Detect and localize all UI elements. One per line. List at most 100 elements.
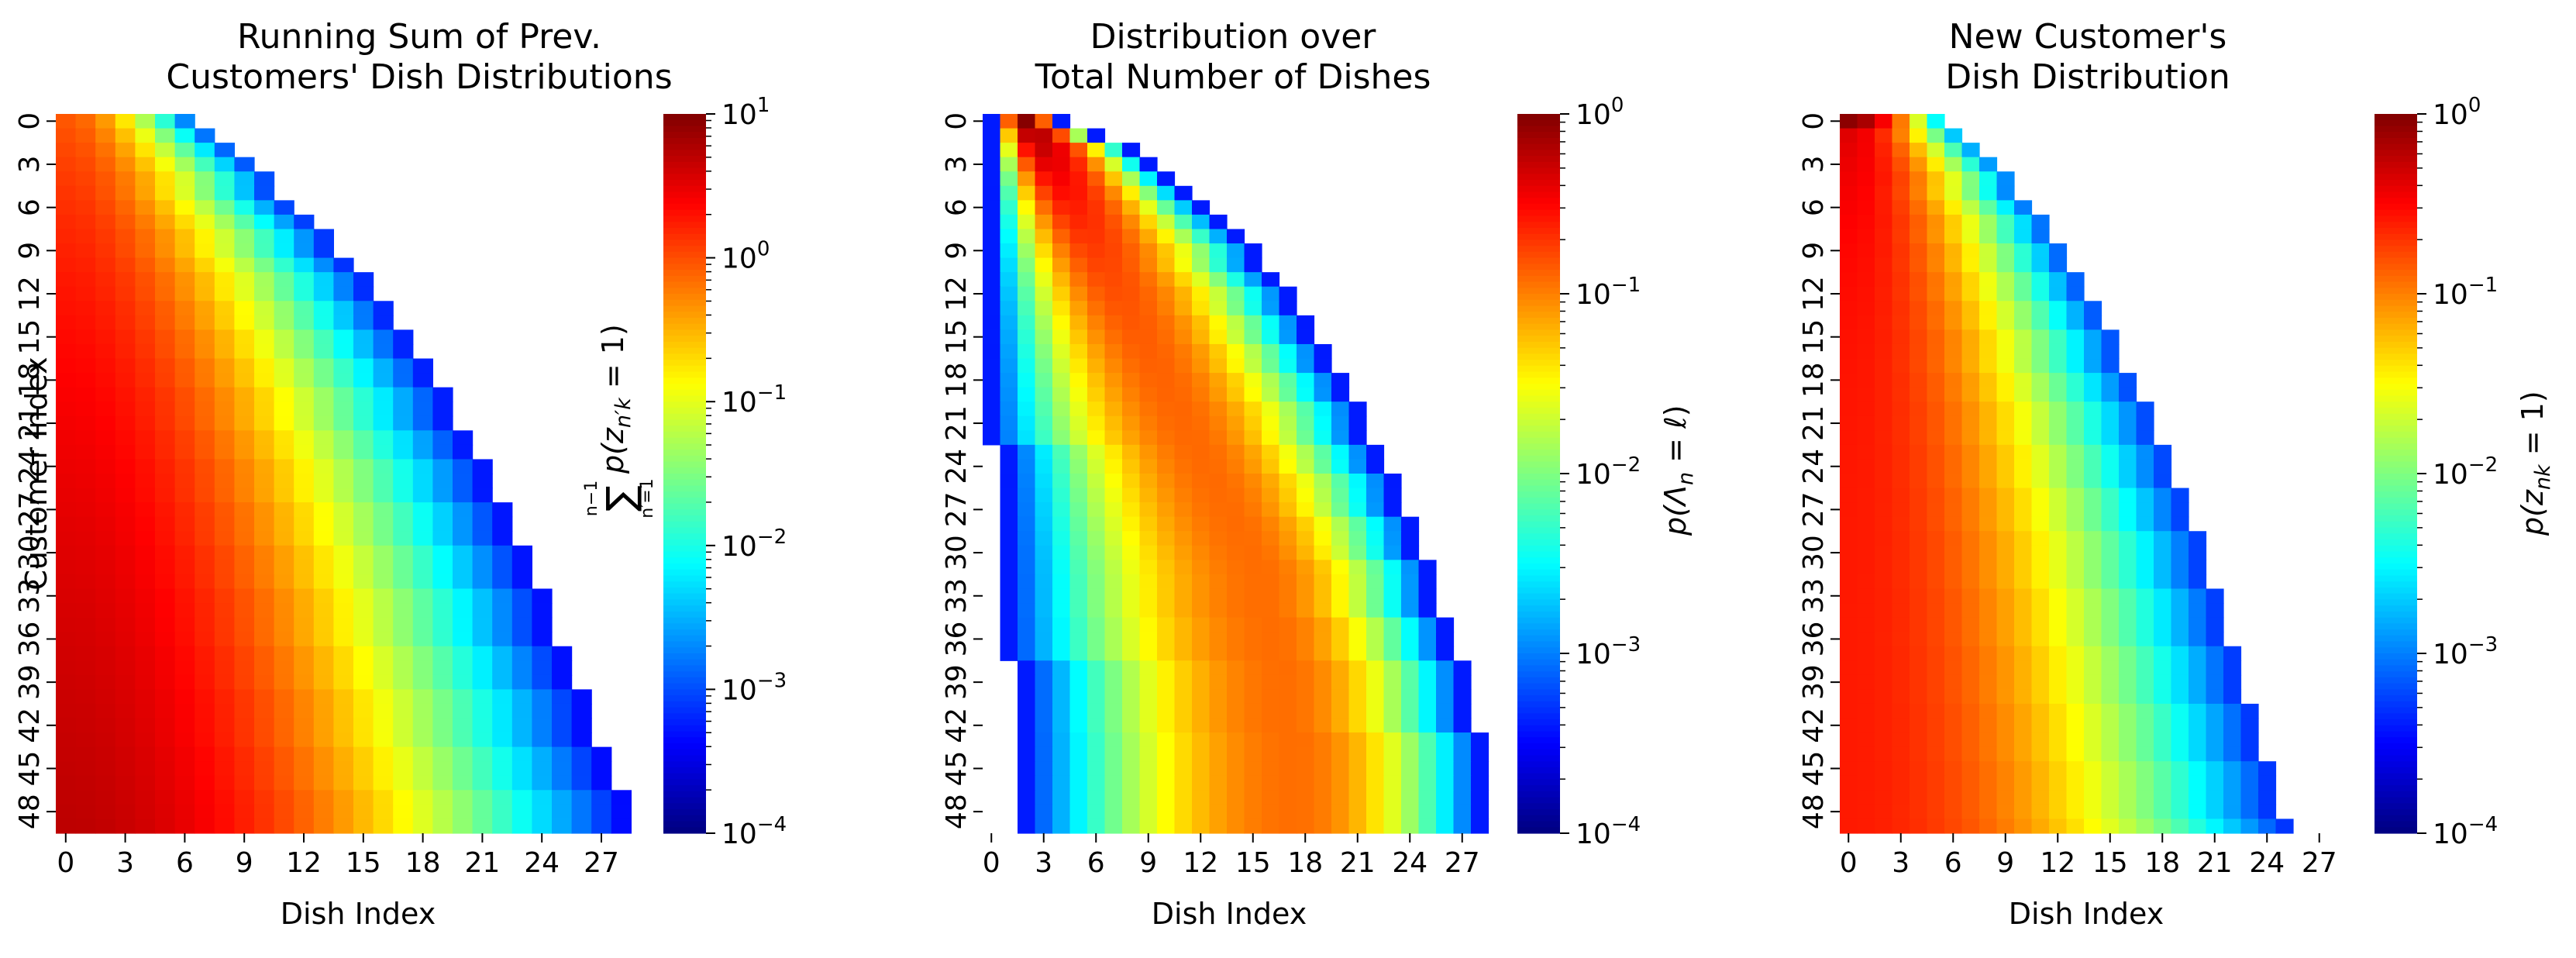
heatmap-cell xyxy=(2014,272,2033,288)
heatmap-cell xyxy=(155,387,176,402)
heatmap-cell xyxy=(1279,315,1297,330)
heatmap-cell xyxy=(1209,603,1228,619)
heatmap-cell xyxy=(1262,286,1280,302)
heatmap-cell xyxy=(1209,775,1228,791)
heatmap-cell xyxy=(313,588,334,604)
heatmap-cell xyxy=(1996,430,2015,446)
heatmap-cell xyxy=(1366,804,1385,820)
colorbar-segment xyxy=(2375,161,2417,169)
heatmap-cell xyxy=(75,315,96,330)
heatmap-cell xyxy=(1383,516,1402,532)
colorbar-segment xyxy=(1517,725,1560,732)
colorbar-label-expression: p(zn′k = 1) xyxy=(596,324,635,474)
heatmap-cell xyxy=(95,674,116,690)
heatmap-cell xyxy=(195,502,215,518)
heatmap-cell xyxy=(313,818,334,834)
heatmap-cell xyxy=(2189,732,2207,748)
heatmap-cell xyxy=(1875,603,1893,619)
colorbar-segment xyxy=(2375,143,2417,150)
heatmap-cell xyxy=(1192,474,1211,489)
heatmap-cell xyxy=(2049,488,2068,503)
heatmap-cell xyxy=(1174,401,1193,417)
heatmap-cell xyxy=(214,488,235,503)
heatmap-cell xyxy=(294,459,315,474)
heatmap-cell xyxy=(1979,531,1998,546)
heatmap-cell xyxy=(254,502,275,518)
heatmap-cell xyxy=(453,703,474,719)
colorbar-segment xyxy=(2375,239,2417,246)
heatmap-cell xyxy=(412,502,433,518)
colorbar-segment xyxy=(663,563,706,570)
heatmap-cell xyxy=(1052,775,1071,791)
heatmap-cell xyxy=(1244,387,1262,402)
heatmap-cell xyxy=(1069,574,1088,590)
heatmap-cell xyxy=(214,286,235,302)
heatmap-cell xyxy=(1174,229,1193,244)
heatmap-cell xyxy=(1035,804,1053,820)
heatmap-cell xyxy=(294,718,315,733)
colorbar-segment xyxy=(663,593,706,600)
heatmap-cell xyxy=(95,214,116,230)
colorbar-segment xyxy=(2375,479,2417,487)
heatmap-cell xyxy=(195,143,215,158)
heatmap-cell xyxy=(214,703,235,719)
y-tick-label: 12 xyxy=(1798,276,1830,312)
heatmap-cell xyxy=(1331,444,1350,460)
y-tick-label: 33 xyxy=(941,578,973,614)
heatmap-cell xyxy=(1348,718,1367,733)
heatmap-cell xyxy=(1857,214,1875,230)
heatmap-cell xyxy=(1961,531,1980,546)
heatmap-cell xyxy=(174,646,195,661)
heatmap-cell xyxy=(1000,444,1018,460)
heatmap-cell xyxy=(294,315,315,330)
heatmap-cell xyxy=(2101,818,2120,834)
heatmap-cell xyxy=(2014,315,2033,330)
heatmap-cell xyxy=(432,632,453,647)
heatmap-cell xyxy=(1227,603,1245,619)
heatmap-cell xyxy=(1996,243,2015,259)
heatmap-cell xyxy=(1840,243,1858,259)
heatmap-cell xyxy=(1262,732,1280,748)
colorbar-segment xyxy=(2375,413,2417,420)
colorbar-segment xyxy=(2375,150,2417,157)
heatmap-cell xyxy=(1000,459,1018,474)
heatmap-cell xyxy=(1087,185,1106,201)
heatmap-cell xyxy=(1000,632,1018,647)
heatmap-cell xyxy=(492,574,513,590)
heatmap-cell xyxy=(412,804,433,820)
heatmap-cell xyxy=(1297,545,1315,560)
heatmap-cell xyxy=(234,257,255,273)
heatmap-cell xyxy=(1139,775,1158,791)
colorbar-segment xyxy=(1517,647,1560,654)
heatmap-cell xyxy=(95,732,116,748)
heatmap-cell xyxy=(2014,660,2033,676)
heatmap-cell xyxy=(1069,286,1088,302)
heatmap-cell xyxy=(294,286,315,302)
colorbar-segment xyxy=(1517,515,1560,522)
heatmap-cell xyxy=(353,545,374,560)
heatmap-cell xyxy=(2084,343,2102,360)
heatmap-cell xyxy=(1104,286,1123,302)
heatmap-cell xyxy=(174,790,195,805)
heatmap-cell xyxy=(1052,387,1071,402)
heatmap-cell xyxy=(95,272,116,288)
heatmap-cell xyxy=(274,790,294,805)
heatmap-cell xyxy=(135,444,156,460)
heatmap-cell xyxy=(135,545,156,560)
heatmap-cell xyxy=(2049,358,2068,374)
heatmap-cell xyxy=(2275,818,2294,834)
heatmap-cell xyxy=(2171,617,2189,632)
heatmap-cell xyxy=(1297,703,1315,719)
heatmap-cell xyxy=(135,790,156,805)
heatmap-cell xyxy=(1961,488,1980,503)
heatmap-cell xyxy=(1979,474,1998,489)
heatmap-cell xyxy=(2084,502,2102,518)
heatmap-cell xyxy=(2066,761,2085,777)
y-tick-label: 0 xyxy=(941,112,973,130)
heatmap-cell xyxy=(2119,444,2137,460)
heatmap-cell xyxy=(115,143,136,158)
heatmap-cell xyxy=(1209,430,1228,446)
heatmap-cell xyxy=(234,746,255,762)
colorbar-segment xyxy=(1517,773,1560,780)
heatmap-cell xyxy=(2206,790,2224,805)
